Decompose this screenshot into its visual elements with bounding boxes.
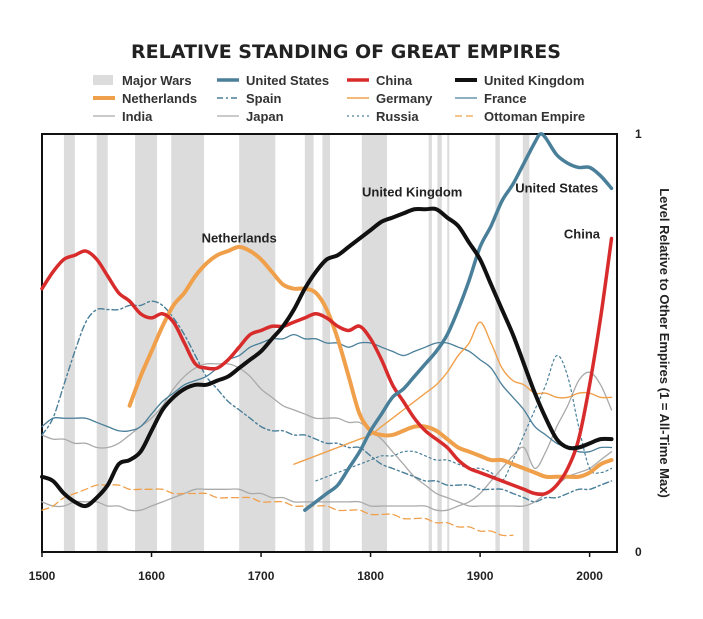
series-line-germany [293,321,613,465]
legend-label-spain: Spain [246,91,281,106]
y-axis: 01 [635,127,642,559]
annotation-united-states: United States [515,181,598,196]
legend-swatch-major-wars [93,75,113,85]
war-band [96,134,108,552]
series-line-united-kingdom [40,206,614,509]
legend-label-russia: Russia [376,109,419,124]
annotation-china: China [564,227,601,242]
war-band [522,134,530,552]
series-line-spain [41,300,613,503]
x-axis: 1500 1600 1700 1800 1900 2000 [29,552,603,583]
series-line-france [41,333,613,453]
legend-label-germany: Germany [376,91,433,106]
x-tick-label: 1500 [29,569,56,583]
chart-title: RELATIVE STANDING OF GREAT EMPIRES [131,41,561,63]
legend-label-india: India [122,109,153,124]
y-axis-label: Level Relative to Other Empires (1 = All… [657,188,672,498]
legend-label-japan: Japan [246,109,284,124]
series-line-ottoman-empire [41,484,514,537]
legend-label-major-wars: Major Wars [122,73,192,88]
series-line-united-states [303,132,614,512]
plot-frame [41,133,618,553]
war-band [428,134,432,552]
annotations: Netherlands United Kingdom United States Ch… [202,181,601,246]
series-lines [40,132,614,537]
x-tick-label: 2000 [576,569,603,583]
legend-label-ottoman-empire: Ottoman Empire [484,109,585,124]
war-band [304,134,314,552]
war-band [171,134,205,552]
legend-label-united-kingdom: United Kingdom [484,73,584,88]
legend-label-china: China [376,73,413,88]
legend-label-france: France [484,91,527,106]
y-tick-label: 1 [635,127,642,141]
war-band [135,134,157,552]
series-line-china [40,236,614,497]
legend: Major Wars United States China United Kingd… [93,73,585,124]
x-tick-label: 1700 [248,569,275,583]
annotation-netherlands: Netherlands [202,231,277,246]
legend-label-united-states: United States [246,73,329,88]
legend-label-netherlands: Netherlands [122,91,197,106]
war-band [63,134,75,552]
annotation-united-kingdom: United Kingdom [362,185,462,200]
y-tick-label: 0 [635,545,642,559]
x-tick-label: 1900 [467,569,494,583]
x-tick-label: 1600 [138,569,165,583]
war-band [495,134,500,552]
x-tick-label: 1800 [357,569,384,583]
